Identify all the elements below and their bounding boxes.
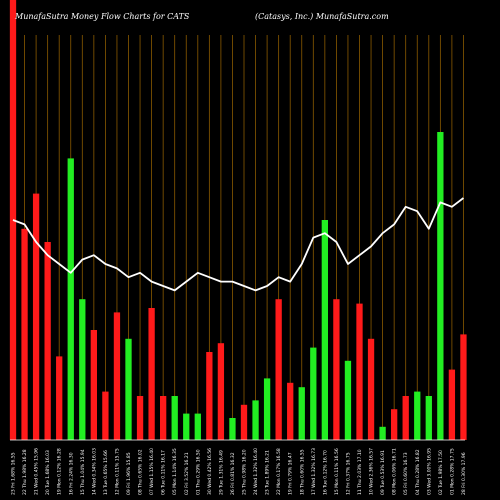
bar-red [113,312,121,440]
bar-red [367,338,375,440]
bar-red [32,193,40,440]
x-tick-label: 08 Thu 0.65% 16.02 [138,449,144,495]
bar-green [125,338,132,440]
bar-red [356,303,363,440]
x-tick-label: 15 Thu 1.04% 15.94 [80,449,86,495]
bar-red [275,299,282,440]
x-tick-label: 23 Fri 1.68% 16.55 [11,452,17,495]
x-tick-label: 07 Wed 1.15% 16.40 [149,448,155,495]
bar-red [240,404,248,440]
bar-green [171,396,178,440]
x-tick-label: 09 Fri 1.96% 15.85 [126,452,132,495]
money-flow-line [12,197,464,292]
bar-green [310,347,317,440]
x-tick-label: 12 Mon 0.11% 15.75 [114,448,120,495]
bar-red [44,242,51,440]
x-tick-label: 16 Fri 2.24% 16.30 [68,452,74,495]
bar-red [402,396,409,440]
bar-green [252,400,259,440]
bar-green [263,378,271,440]
x-tick-label: 06 Tue 0.11% 16.17 [161,450,167,495]
x-tick-label: 21 Wed 0.45% 15.96 [34,448,40,495]
bar-green [414,391,421,440]
x-tick-label: 29 Tue 1.31% 16.49 [218,450,224,495]
x-tick-label: 22 Thu 1.98% 16.28 [22,449,28,495]
bar-red [391,409,398,440]
x-tick-label: 01 Mon 0.28% 17.75 [449,448,455,495]
x-tick-labels: 23 Fri 1.68% 16.55 22 Thu 1.98% 16.28 21 W… [11,448,467,495]
x-tick-label: 05 Mon 1.14% 16.35 [172,448,178,495]
x-tick-label: 23 Tue 1.89% 16.21 [265,450,271,495]
x-tick-label: 19 Fri 0.79% 16.47 [288,452,294,495]
x-tick-label: 25 Thu 0.98% 16.20 [242,449,248,495]
x-tick-label: 30 Wed 0.42% 16.56 [207,448,213,495]
x-tick-label: 12 Fri 0.37% 16.75 [345,452,351,495]
x-tick-label: 22 Mon 0.17% 16.58 [276,448,282,495]
bar-red [448,369,456,440]
x-tick-label: 20 Tue 1.68% 16.03 [45,450,51,495]
x-tick-label: 15 Mon 0.11% 16.56 [334,448,340,495]
bar-green [79,299,86,440]
x-tick-label: 03 Wed 3.00% 16.95 [426,448,432,495]
chart-title: MunafaSutra Money Flow Charts for CATS [15,12,190,21]
bar-green [321,220,328,440]
x-tick-label: 09 Tue 0.53% 16.91 [380,450,386,495]
bar-red [333,299,340,440]
x-tick-label: 16 Tue 0.12% 16.70 [322,450,328,495]
x-tick-label: 04 Thu 0.28% 16.82 [415,449,421,495]
chart-subtitle: (Catasys, Inc.) MunafaSutra.com [255,12,389,21]
bar-green [437,132,444,440]
bar-red [102,391,109,440]
bar-green [183,413,190,440]
x-tick-label: 05 Fri 0.60% 16.73 [403,452,409,495]
x-tick-label: 10 Wed 2.36% 16.57 [369,448,375,495]
x-tick-label: 26 Fri 0.81% 16.32 [230,452,236,495]
x-tick-label: 13 Tue 0.65% 15.66 [103,450,109,495]
x-tick-label: 18 Thu 0.60% 16.55 [299,449,305,495]
bar-red [460,334,467,440]
bar-red [206,352,213,440]
bar-red [136,396,144,440]
bar-red [217,343,225,440]
x-tick-label: 01 Thu 0.29% 16.50 [195,449,201,495]
bar-red [160,396,167,440]
bar-red [287,382,294,440]
bar-green [298,387,305,440]
bar-green [379,426,386,440]
x-tick-label: 17 Wed 1.32% 16.73 [311,448,317,495]
x-tick-label: 14 Wed 0.34% 16.03 [91,448,97,495]
bar-green [194,413,201,440]
x-tick-label: 02 Fri 3.52% 16.21 [184,452,190,495]
bar-red [90,330,97,440]
bar-green [425,396,432,440]
bar-green [229,418,236,440]
bar-red [21,228,28,440]
bar-red [148,308,155,440]
x-tick-label: 02 Tue 1.98% 17.50 [438,450,444,495]
x-tick-label: 11 Thu 2.03% 17.10 [357,449,363,495]
x-tick-label: 19 Mon 0.12% 16.28 [57,448,63,495]
x-tick-label: 28 Fri 0.30% 17.96 [461,452,467,495]
bar-red [56,356,63,440]
x-tick-label: 08 Mon 0.06% 16.71 [392,448,398,495]
bar-green [67,158,74,440]
x-tick-label: 24 Wed 1.32% 16.40 [253,448,259,495]
bar-green [344,360,352,440]
